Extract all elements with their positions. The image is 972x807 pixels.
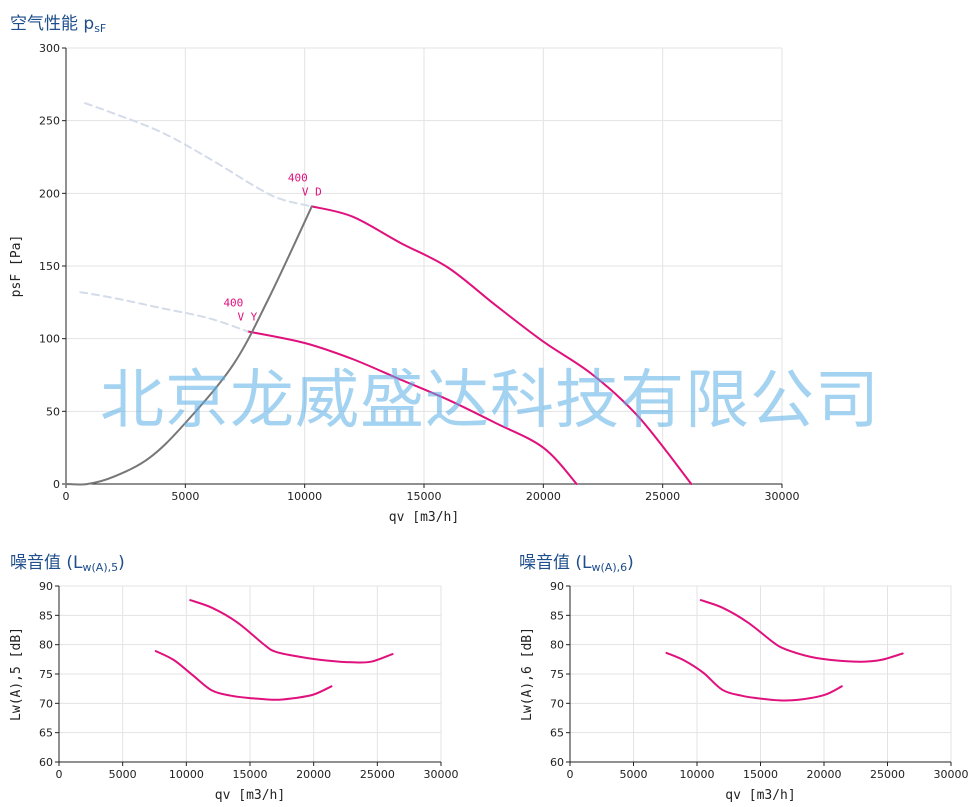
main-title-sub: sF [94, 22, 107, 35]
lw5-x-tick-label: 25000 [360, 768, 395, 781]
lw5-title-sub: w(A),5 [82, 561, 119, 574]
psf-series-extension-line [84, 102, 313, 208]
lw5-x-tick-label: 30000 [424, 768, 459, 781]
lw6-y-tick-label: 65 [550, 727, 564, 740]
lw5-chart-title: 噪音值 (Lw(A),5) [10, 548, 125, 574]
watermark-text: 北京龙威盛达科技有限公司 [100, 364, 880, 438]
lw6-title-sub: w(A),6 [591, 561, 628, 574]
lw6-y-tick-label: 60 [550, 756, 564, 769]
lw6-plot: 0 5000 10000 15000 20000 25000 30000 60 65 70 75 80… [520, 580, 969, 803]
psf-x-tick-label: 30000 [765, 490, 800, 503]
lw6-series-fan-line [699, 599, 904, 663]
lw6-x-tick-label: 20000 [807, 768, 842, 781]
lw5-title-text: 噪音值 (L [10, 553, 83, 573]
lw5-x-tick-label: 5000 [109, 768, 137, 781]
lw5-x-tick-label: 15000 [233, 768, 268, 781]
psf-curve-label-code: V D [302, 185, 322, 198]
psf-y-tick-label: 300 [39, 42, 60, 55]
psf-x-tick-label: 5000 [171, 490, 199, 503]
psf-x-tick-label: 10000 [287, 490, 322, 503]
lw5-x-tick-label: 10000 [169, 768, 204, 781]
lw5-y-tick-label: 75 [39, 668, 53, 681]
psf-y-axis-label: psF [Pa] [9, 235, 24, 298]
psf-plot: 0 5000 10000 15000 20000 25000 30000 0 50 100 150 2… [9, 42, 800, 525]
lw6-x-tick-label: 15000 [743, 768, 778, 781]
lw5-y-tick-label: 65 [39, 727, 53, 740]
psf-y-tick-label: 250 [39, 115, 60, 128]
lw6-y-axis-label: Lw(A),6 [dB] [520, 627, 535, 721]
lw5-plot: 0 5000 10000 15000 20000 25000 30000 60 65 70 75 80… [9, 580, 459, 803]
psf-y-tick-label: 50 [46, 405, 60, 418]
main-title-text: 空气性能 p [10, 14, 95, 34]
psf-series-system-line [65, 205, 313, 486]
lw6-title-text: 噪音值 (L [519, 553, 592, 573]
lw5-x-axis-label: qv [m3/h] [215, 788, 285, 803]
lw6-title-end: ) [627, 553, 634, 573]
lw5-x-tick-label: 0 [56, 768, 63, 781]
lw6-y-tick-label: 90 [550, 580, 564, 593]
lw6-x-axis-label: qv [m3/h] [725, 788, 795, 803]
lw6-x-tick-label: 30000 [934, 768, 969, 781]
lw5-y-tick-label: 80 [39, 639, 53, 652]
lw6-chart-title: 噪音值 (Lw(A),6) [519, 548, 634, 574]
lw5-y-tick-label: 85 [39, 609, 53, 622]
psf-curve-label-value: 400 [223, 296, 243, 309]
lw6-y-tick-label: 70 [550, 697, 564, 710]
psf-x-axis-label: qv [m3/h] [389, 510, 459, 525]
psf-x-tick-label: 25000 [645, 490, 680, 503]
psf-x-tick-label: 15000 [407, 490, 442, 503]
psf-curve-label-value: 400 [288, 171, 308, 184]
lw5-series-fan-line [189, 599, 394, 664]
lw5-y-axis-label: Lw(A),5 [dB] [9, 627, 24, 721]
psf-y-tick-label: 100 [39, 333, 60, 346]
lw5-x-tick-label: 20000 [296, 768, 331, 781]
psf-y-tick-label: 0 [53, 478, 60, 491]
psf-series-extension-line [79, 291, 249, 333]
lw5-y-tick-label: 60 [39, 756, 53, 769]
psf-curve-label-code: V Y [237, 310, 257, 323]
psf-series-fan-line [246, 330, 578, 485]
lw6-y-tick-label: 75 [550, 668, 564, 681]
lw6-series-fan-line [665, 651, 843, 702]
psf-series-fan-line [310, 205, 693, 485]
lw6-y-tick-label: 80 [550, 639, 564, 652]
lw6-x-tick-label: 0 [567, 768, 574, 781]
lw5-title-end: ) [118, 553, 125, 573]
lw6-y-tick-label: 85 [550, 609, 564, 622]
psf-x-tick-label: 20000 [526, 490, 561, 503]
main-chart-title: 空气性能 psF [10, 9, 106, 35]
lw6-x-tick-label: 5000 [620, 768, 648, 781]
lw6-x-tick-label: 25000 [870, 768, 905, 781]
psf-y-tick-label: 150 [39, 260, 60, 273]
lw5-series-fan-line [154, 650, 333, 701]
psf-x-tick-label: 0 [63, 490, 70, 503]
lw6-x-tick-label: 10000 [680, 768, 715, 781]
psf-y-tick-label: 200 [39, 187, 60, 200]
lw5-y-tick-label: 90 [39, 580, 53, 593]
lw5-y-tick-label: 70 [39, 697, 53, 710]
